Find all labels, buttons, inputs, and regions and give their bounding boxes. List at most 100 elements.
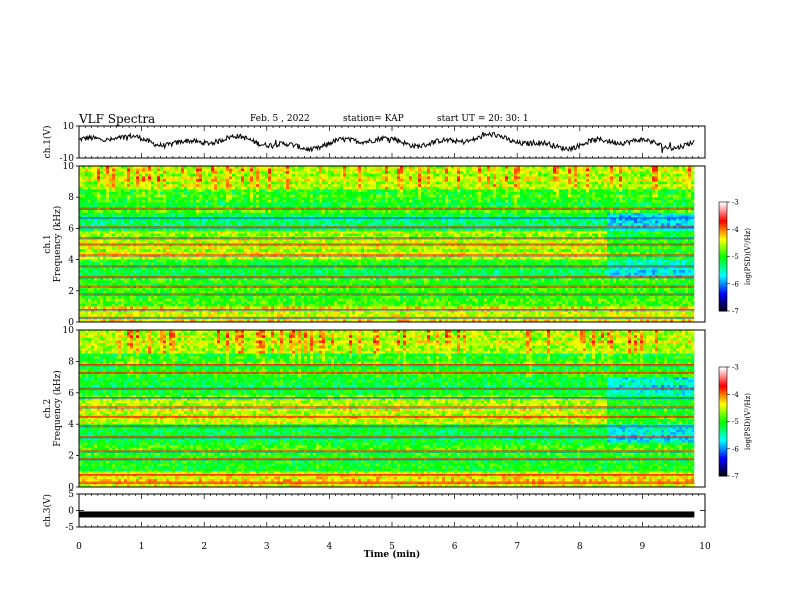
spectrogram-cell [238, 270, 242, 273]
spectrogram-cell [133, 272, 137, 276]
spectrogram-cell [208, 192, 212, 195]
spectrogram-cell [265, 186, 269, 190]
spectrogram-cell [262, 168, 266, 172]
spectrogram-cell [178, 280, 182, 284]
spectrogram-cell [82, 189, 86, 193]
spectrogram-cell [151, 267, 155, 271]
spectrogram-cell [274, 296, 278, 299]
spectrogram-cell [103, 173, 107, 177]
spectrogram-cell [238, 298, 242, 302]
spectrogram-cell [193, 311, 197, 315]
spectrogram-cell [295, 173, 299, 177]
date-label: Feb. 5 , 2022 [250, 114, 310, 124]
spectrogram-cell [175, 210, 179, 214]
spectrogram-cell [277, 277, 281, 281]
spectrogram-cell [226, 220, 230, 224]
spectrogram-cell [169, 223, 173, 227]
spectrogram-cell [178, 259, 182, 263]
spectrogram-cell [115, 251, 119, 255]
spectrogram-cell [112, 267, 116, 271]
spectrogram-cell [199, 303, 203, 307]
spectrogram-cell [217, 215, 221, 219]
spectrogram-cell [145, 301, 149, 305]
spectrogram-cell [220, 238, 224, 242]
spectrogram-cell [274, 171, 278, 175]
spectrogram-cell [232, 181, 236, 185]
spectrogram-cell [280, 231, 284, 234]
spectrogram-cell [133, 298, 137, 302]
spectrogram-cell [103, 210, 107, 214]
spectrogram-cell [265, 290, 269, 294]
spectrogram-cell [94, 184, 98, 188]
spectrogram-cell [106, 280, 110, 284]
spectrogram-cell [85, 290, 89, 294]
spectrogram-cell [202, 283, 206, 286]
spectrogram-cell [109, 298, 113, 302]
spectrogram-cell [274, 202, 278, 206]
spectrogram-cell [235, 303, 239, 307]
spectrogram-cell [175, 171, 179, 175]
spectrogram-cell [193, 194, 197, 198]
spectrogram-cell [124, 197, 128, 201]
spectrogram-cell [91, 171, 95, 175]
spectrogram-cell [277, 267, 281, 271]
spectrogram-cell [283, 280, 287, 284]
spectrogram-cell [112, 290, 116, 294]
spectrogram-cell [127, 218, 131, 221]
spectrogram-cell [97, 166, 101, 169]
spectrogram-cell [133, 233, 137, 237]
spectrogram-cell [112, 173, 116, 177]
spectrogram-cell [304, 241, 308, 245]
spectrogram-cell [109, 220, 113, 224]
spectrogram-cell [256, 181, 260, 185]
spectrogram-cell [202, 267, 206, 271]
spectrogram-cell [85, 267, 89, 271]
spectrogram-cell [190, 319, 194, 323]
spectrogram-cell [82, 173, 86, 177]
spectrogram-cell [244, 186, 248, 190]
spectrogram-cell [235, 173, 239, 177]
spectrogram-cell [190, 233, 194, 237]
spectrogram-cell [196, 311, 200, 315]
spectrogram-cell [103, 262, 107, 266]
spectrogram-cell [175, 218, 179, 221]
spectrogram-cell [181, 277, 185, 281]
spectrogram-cell [181, 212, 185, 216]
spectrogram-cell [118, 184, 122, 188]
spectrogram-cell [106, 220, 110, 224]
spectrogram-cell [142, 197, 146, 201]
spectrogram-cell [136, 288, 140, 292]
spectrogram-cell [169, 259, 173, 263]
spectrogram-cell [196, 212, 200, 216]
spectrogram-cell [193, 259, 197, 263]
spectrogram-cell [280, 199, 284, 203]
spectrogram-cell [271, 257, 275, 260]
spectrogram-cell [226, 202, 230, 206]
spectrogram-cell [160, 249, 164, 253]
spectrogram-cell [136, 192, 140, 195]
spectrogram-cell [277, 181, 281, 185]
spectrogram-cell [121, 168, 125, 172]
spectrogram-cell [88, 303, 92, 307]
spectrogram-cell [226, 212, 230, 216]
spectrogram-cell [211, 197, 215, 201]
spectrogram-cell [169, 176, 173, 180]
spectrogram-cell [205, 168, 209, 172]
spectrogram-cell [214, 267, 218, 271]
spectrogram-cell [256, 202, 260, 206]
spectrogram-cell [289, 179, 293, 182]
spectrogram-cell [238, 259, 242, 263]
spectrogram-cell [139, 218, 143, 221]
spectrogram-cell [151, 171, 155, 175]
spectrogram-cell [88, 223, 92, 227]
spectrogram-cell [79, 228, 83, 232]
spectrogram-cell [157, 231, 161, 234]
spectrogram-cell [304, 259, 308, 263]
spectrogram-cell [301, 181, 305, 185]
spectrogram-cell [181, 319, 185, 323]
spectrogram-cell [85, 173, 89, 177]
spectrogram-cell [226, 267, 230, 271]
spectrogram-cell [79, 192, 83, 195]
spectrogram-cell [226, 311, 230, 315]
spectrogram-cell [100, 168, 104, 172]
